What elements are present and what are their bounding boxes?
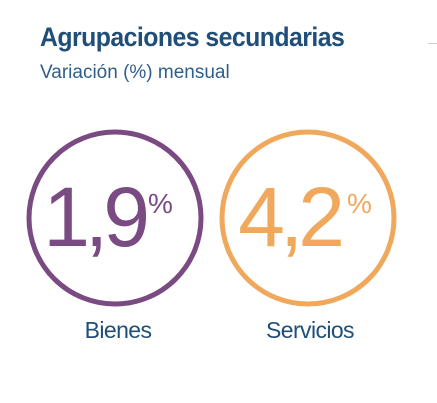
divider-line [428,43,437,44]
unit-bienes: % [148,188,173,219]
dial-servicios: 4,2 % Servicios [219,129,397,343]
label-bienes: Bienes [85,317,152,343]
label-servicios: Servicios [266,317,354,343]
chart-title: Agrupaciones secundarias [40,22,345,52]
chart-subtitle: Variación (%) mensual [40,62,230,83]
value-bienes: 1,9 [43,170,146,264]
value-servicios: 4,2 [238,170,341,264]
dial-ring-servicios [219,129,397,307]
dial-bienes: 1,9 % Bienes [26,129,204,343]
dial-ring-bienes [26,129,204,307]
unit-servicios: % [347,188,372,219]
